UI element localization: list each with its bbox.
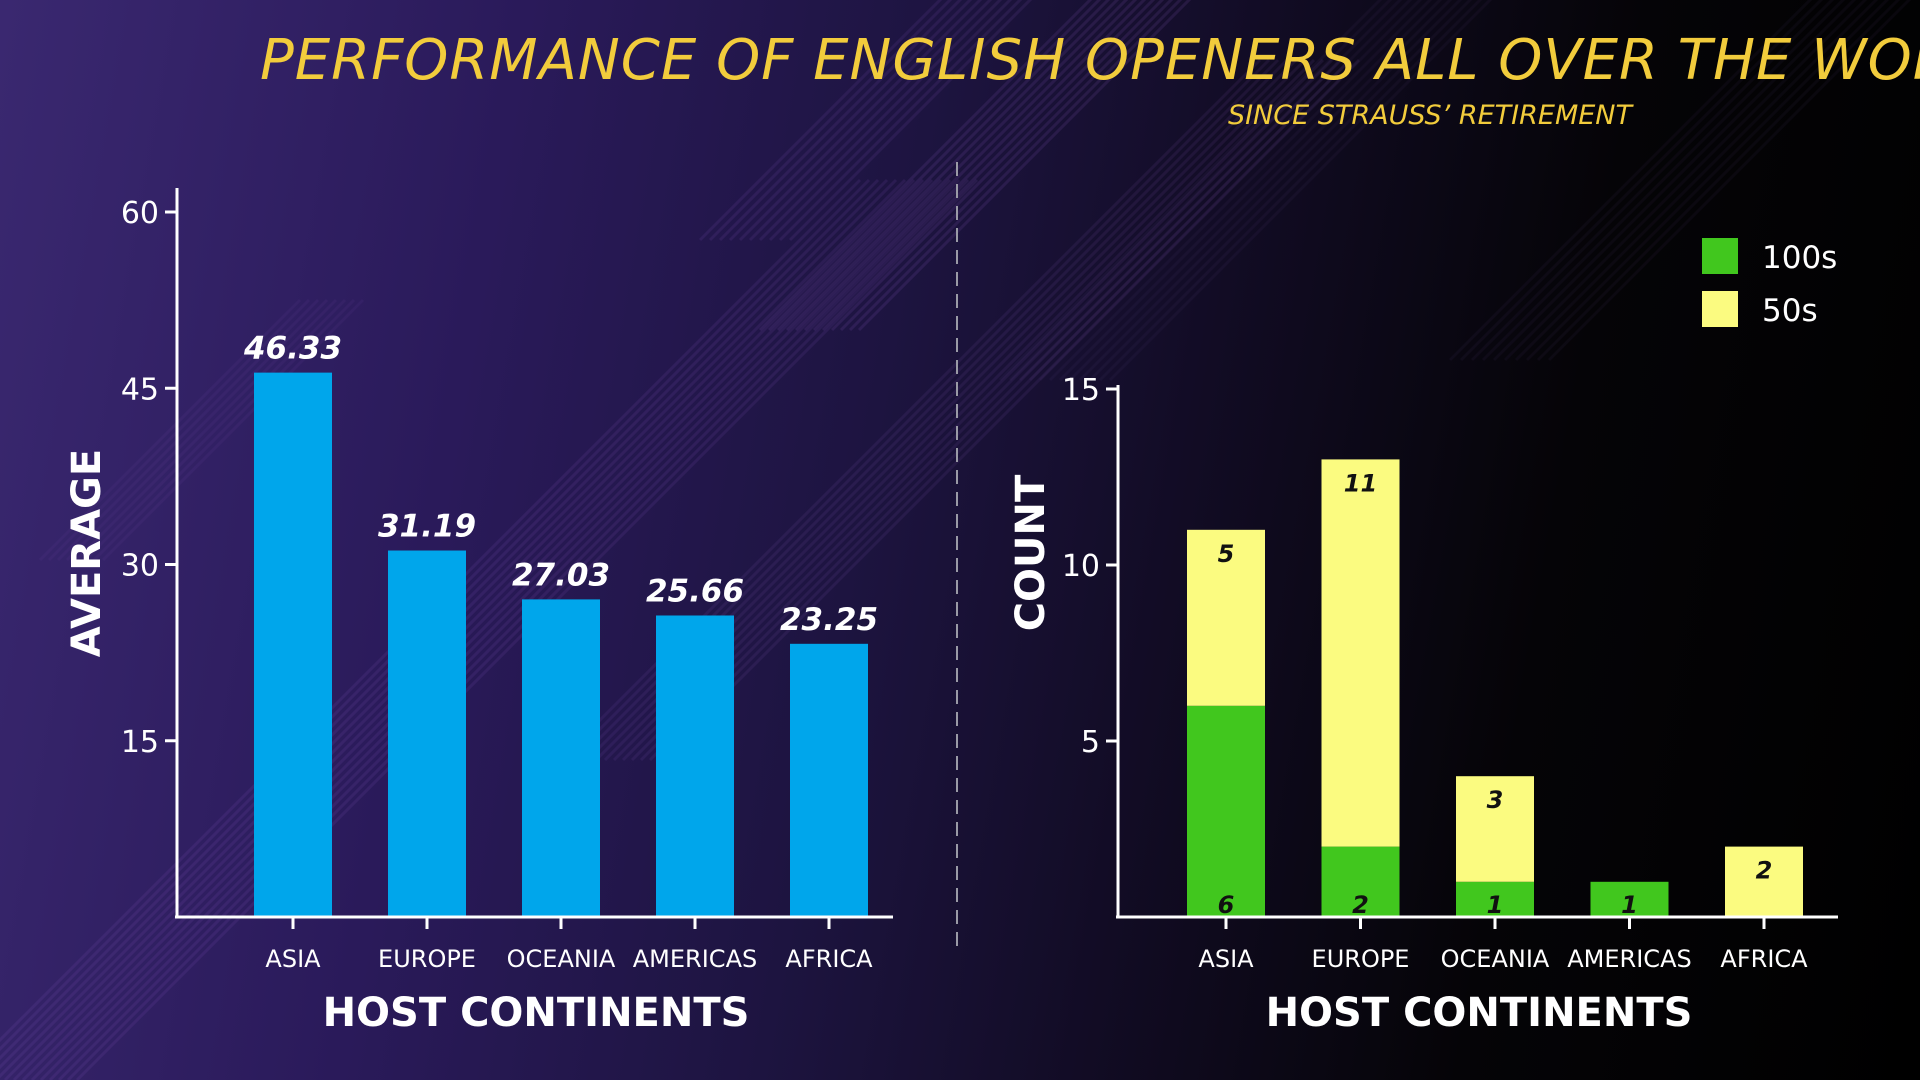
average-category-label: AFRICA [785,945,873,973]
count-segment-value-label: 6 [1218,891,1235,919]
count-segment-value-label: 2 [1352,891,1369,919]
average-bar-value-label: 31.19 [378,509,476,545]
average-bar [790,643,868,917]
count-y-tick-label: 10 [1062,549,1100,584]
count-category-label: OCEANIA [1441,945,1550,973]
count-category-label: EUROPE [1312,945,1410,973]
count-x-axis-label: HOST CONTINENTS [1266,990,1693,1036]
count-bar-segment-100s [1590,881,1669,917]
average-y-tick-label: 30 [121,549,159,584]
count-bar-segment-100s [1187,705,1265,917]
count-bar-segment-50s [1725,846,1803,917]
average-y-axis-label: AVERAGE [64,449,110,657]
average-category-label: OCEANIA [507,945,616,973]
count-bar-segment-100s [1456,881,1534,917]
count-segment-value-label: 5 [1218,540,1235,568]
average-bar [388,550,466,917]
average-y-tick-label: 15 [121,725,159,760]
average-bar [254,372,332,917]
legend-label-100s: 100s [1762,240,1837,276]
count-bar-segment-50s [1187,529,1265,706]
average-category-label: ASIA [265,945,321,973]
count-bar-segment-50s [1321,459,1400,847]
average-chart: 46.33 31.19 27.03 25.66 23.25 15 30 45 60 ASIA E… [64,188,893,1036]
average-x-axis-label: HOST CONTINENTS [323,990,750,1036]
average-y-tick-label: 45 [121,372,159,407]
count-segment-value-label: 1 [1621,891,1638,919]
count-segment-value-label: 2 [1756,857,1773,885]
count-segment-value-label: 1 [1487,891,1504,919]
average-category-label: EUROPE [378,945,476,973]
legend-swatch-50s [1702,291,1738,327]
legend-swatch-100s [1702,238,1738,274]
count-y-axis-label: COUNT [1008,474,1054,631]
count-legend: 100s 50s [1702,238,1837,329]
count-y-tick-label: 5 [1081,725,1100,760]
count-bar-segment-50s [1456,776,1534,882]
count-segment-value-label: 3 [1487,786,1504,814]
average-bar-value-label: 23.25 [780,602,878,638]
count-segment-value-label: 11 [1344,469,1377,497]
average-category-label: AMERICAS [633,945,757,973]
average-bar [522,599,600,917]
legend-label-50s: 50s [1762,293,1818,329]
average-bar-value-label: 46.33 [243,331,342,367]
page-subtitle: SINCE STRAUSS’ RETIREMENT [1227,100,1632,131]
average-y-tick-label: 60 [121,196,159,231]
average-bar [656,615,734,917]
average-bar-value-label: 27.03 [512,557,610,593]
count-category-label: AFRICA [1720,945,1808,973]
average-bar-value-label: 25.66 [646,573,744,609]
count-category-label: ASIA [1198,945,1254,973]
count-category-label: AMERICAS [1567,945,1691,973]
count-y-tick-label: 15 [1062,373,1100,408]
count-bar-segment-100s [1321,846,1400,917]
